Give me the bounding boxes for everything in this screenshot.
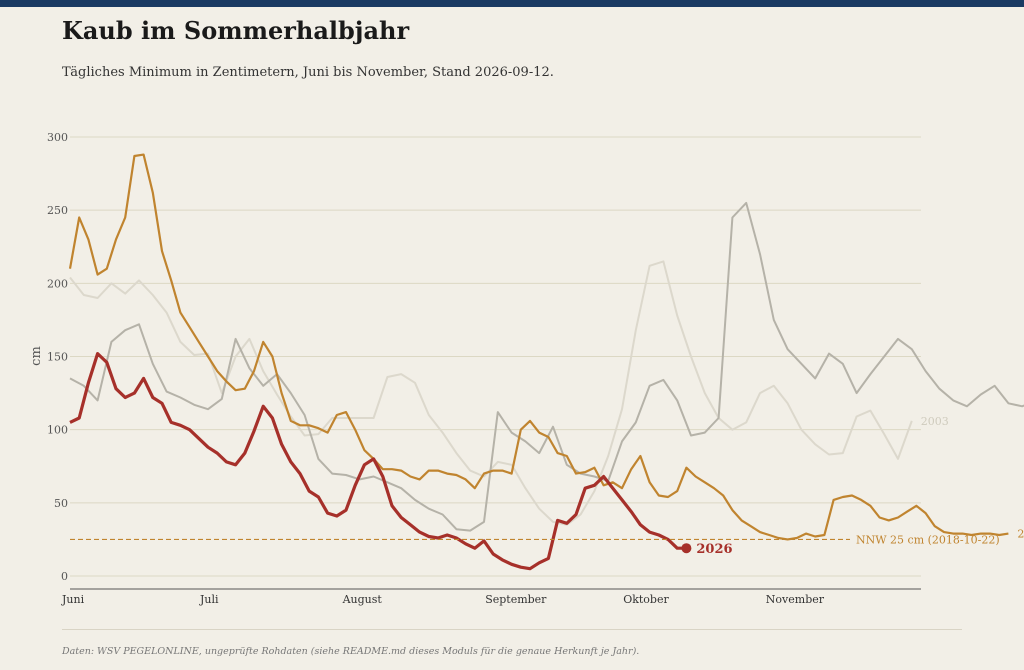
y-tick-label: 150 bbox=[47, 351, 68, 364]
series-line-2003 bbox=[69, 260, 913, 526]
x-tick-label: Oktober bbox=[623, 593, 669, 606]
series-label-2018: 2018 bbox=[1017, 528, 1024, 541]
x-tick-label: Juni bbox=[61, 593, 85, 606]
series-line-2022 bbox=[69, 201, 1024, 532]
y-tick-label: 300 bbox=[47, 131, 68, 144]
footer-divider bbox=[62, 629, 962, 630]
series-labels: 2003202220182026 bbox=[696, 415, 1024, 557]
y-axis-ticks: 0 50 100 150 200 250 300 bbox=[47, 131, 68, 583]
y-tick-label: 100 bbox=[47, 424, 68, 437]
y-axis-label: cm bbox=[29, 346, 44, 366]
top-accent-bar bbox=[0, 0, 1024, 7]
series-end-marker-2026 bbox=[681, 543, 692, 554]
grid-lines bbox=[70, 136, 921, 577]
y-tick-label: 250 bbox=[47, 204, 68, 217]
y-tick-label: 200 bbox=[47, 277, 68, 290]
y-tick-label: 0 bbox=[61, 570, 68, 583]
x-tick-label: August bbox=[342, 593, 383, 606]
reference-line-label: NNW 25 cm (2018-10-22) bbox=[856, 533, 1000, 546]
series-line-2018 bbox=[68, 153, 1009, 541]
page-title: Kaub im Sommerhalbjahr bbox=[62, 16, 410, 45]
reference-line-group: NNW 25 cm (2018-10-22) bbox=[70, 533, 1000, 546]
data-source-note: Daten: WSV PEGELONLINE, ungeprüfte Rohda… bbox=[62, 646, 640, 657]
series-lines bbox=[68, 153, 1024, 571]
x-tick-label: November bbox=[766, 593, 825, 606]
x-tick-label: Juli bbox=[199, 593, 219, 606]
series-label-2026: 2026 bbox=[696, 542, 732, 557]
y-tick-label: 50 bbox=[54, 497, 68, 510]
x-axis: Juni Juli August September Oktober November bbox=[61, 588, 921, 606]
x-tick-label: September bbox=[485, 593, 547, 606]
page-subtitle: Tägliches Minimum in Zentimetern, Juni b… bbox=[62, 65, 554, 80]
series-line-2026 bbox=[69, 352, 687, 571]
series-label-2003: 2003 bbox=[921, 415, 949, 428]
